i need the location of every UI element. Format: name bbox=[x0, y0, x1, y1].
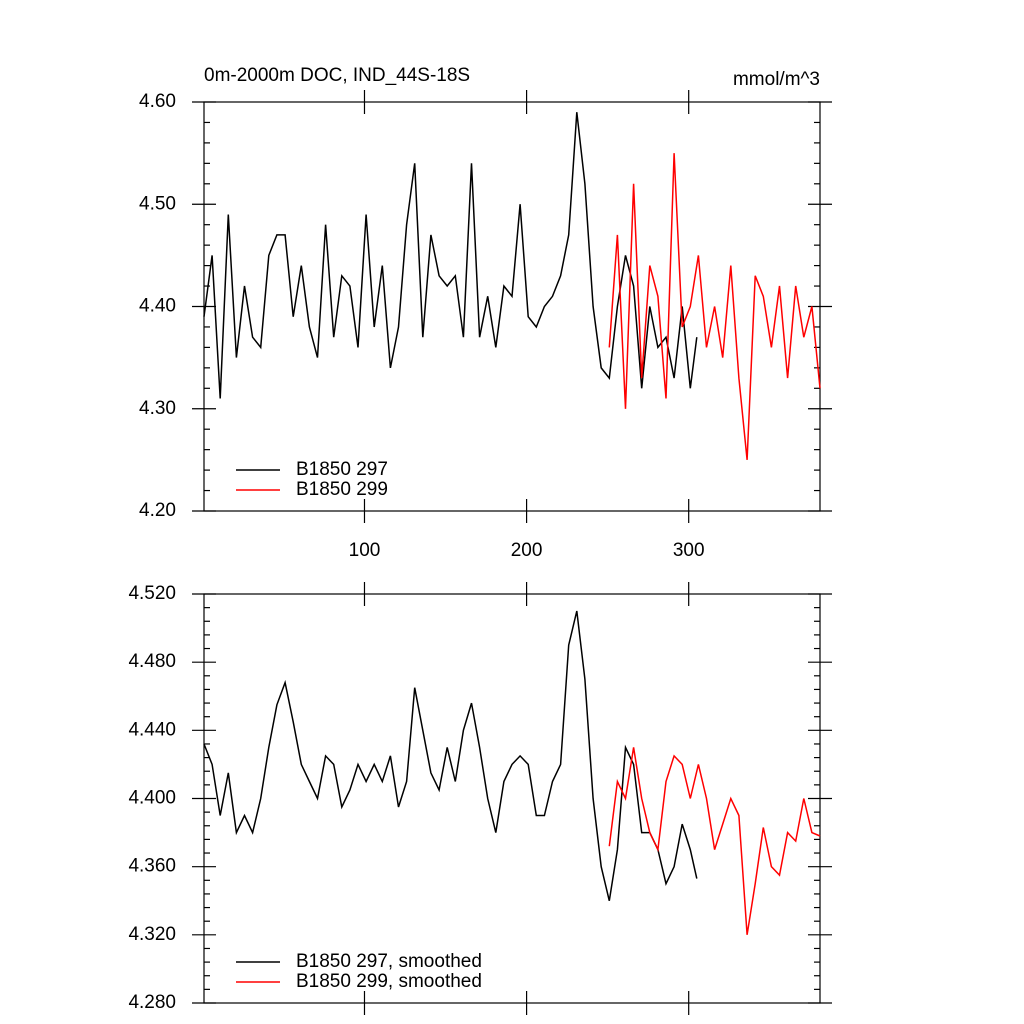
x-tick-label: 300 bbox=[673, 540, 705, 561]
y-tick-label: 4.520 bbox=[128, 583, 176, 604]
y-tick-label: 4.280 bbox=[128, 992, 176, 1013]
legend-label: B1850 299 bbox=[296, 479, 388, 500]
series-line bbox=[203, 610, 698, 901]
y-tick-label: 4.320 bbox=[128, 924, 176, 945]
legend-label: B1850 297 bbox=[296, 459, 388, 480]
y-tick-label: 4.30 bbox=[139, 398, 176, 419]
y-tick-label: 4.400 bbox=[128, 788, 176, 809]
y-tick-label: 4.40 bbox=[139, 296, 176, 317]
legend-label: B1850 299, smoothed bbox=[296, 971, 482, 992]
x-tick-label: 200 bbox=[511, 540, 543, 561]
x-tick-label: 100 bbox=[349, 540, 381, 561]
plot-frame bbox=[203, 593, 821, 1004]
units-label: mmol/m^3 bbox=[733, 69, 820, 90]
series-line bbox=[203, 112, 698, 399]
series-line bbox=[608, 747, 821, 935]
series-line bbox=[608, 153, 821, 460]
y-tick-label: 4.60 bbox=[139, 91, 176, 112]
y-tick-label: 4.360 bbox=[128, 856, 176, 877]
y-tick-label: 4.20 bbox=[139, 500, 176, 521]
legend-label: B1850 297, smoothed bbox=[296, 951, 482, 972]
y-tick-label: 4.440 bbox=[128, 719, 176, 740]
y-tick-label: 4.480 bbox=[128, 651, 176, 672]
chart-title: 0m-2000m DOC, IND_44S-18S bbox=[204, 65, 470, 86]
y-tick-label: 4.50 bbox=[139, 193, 176, 214]
